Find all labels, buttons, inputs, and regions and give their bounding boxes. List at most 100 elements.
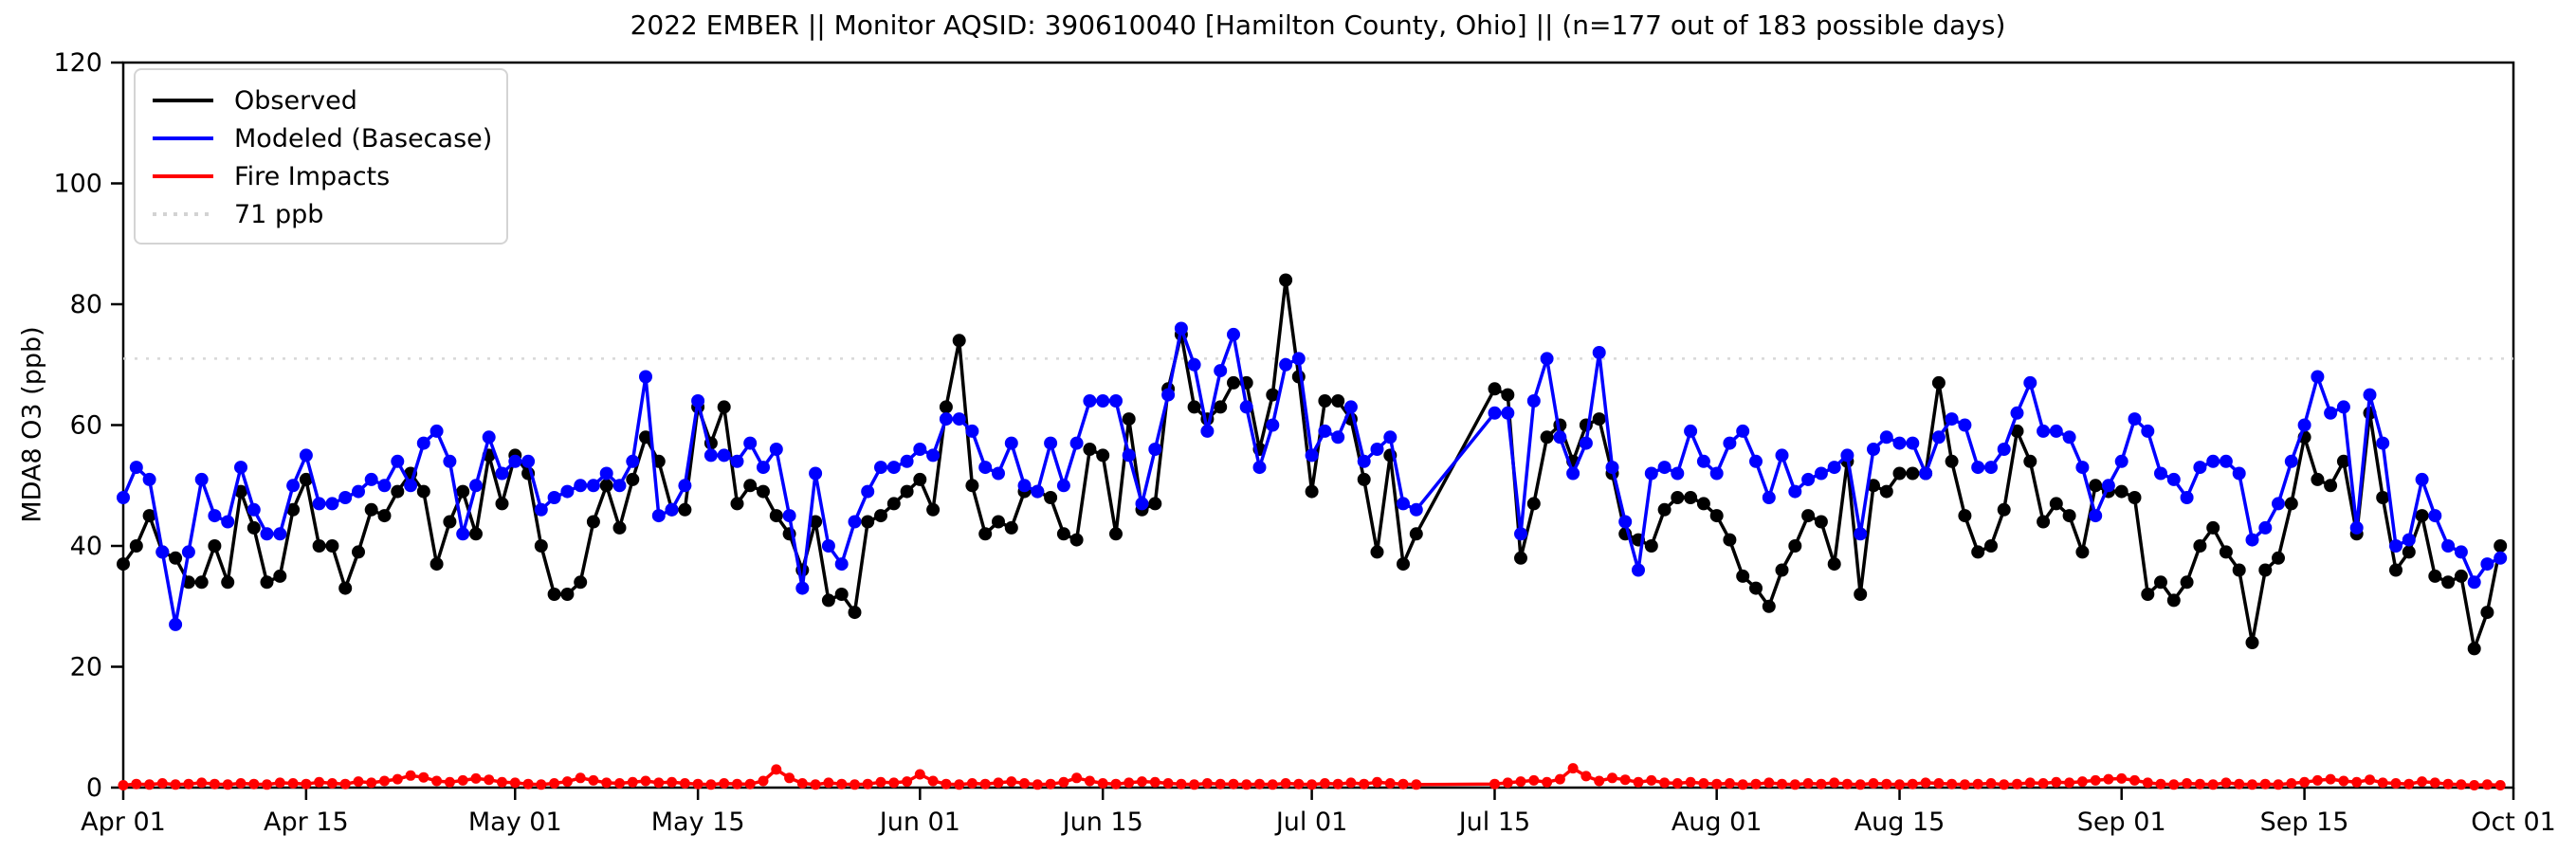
series-marker-fire-impacts [2311, 774, 2323, 786]
series-marker-modeled-basecase- [1122, 448, 1136, 463]
series-marker-modeled-basecase- [1749, 454, 1763, 468]
series-marker-fire-impacts [1332, 778, 1343, 789]
series-marker-observed [1331, 394, 1345, 408]
series-marker-modeled-basecase- [952, 412, 966, 426]
series-marker-modeled-basecase- [1214, 364, 1228, 378]
series-marker-fire-impacts [653, 777, 665, 789]
series-marker-modeled-basecase- [1931, 430, 1946, 445]
series-marker-fire-impacts [2286, 778, 2297, 789]
series-marker-observed [678, 502, 692, 517]
series-marker-observed [1723, 533, 1737, 547]
series-marker-observed [965, 479, 979, 493]
series-marker-observed [1122, 412, 1136, 426]
series-marker-fire-impacts [248, 778, 260, 789]
series-marker-fire-impacts [2076, 776, 2088, 788]
series-marker-fire-impacts [1633, 776, 1644, 788]
series-marker-observed [2389, 563, 2402, 577]
series-marker-observed [599, 479, 613, 493]
series-marker-modeled-basecase- [2206, 454, 2220, 468]
series-marker-observed [117, 557, 130, 572]
series-marker-observed [1814, 515, 1828, 529]
series-marker-fire-impacts [536, 779, 547, 790]
series-marker-observed [2245, 636, 2259, 649]
series-marker-observed [2128, 491, 2142, 504]
series-marker-fire-impacts [627, 776, 638, 788]
series-marker-modeled-basecase- [1331, 430, 1345, 445]
series-marker-fire-impacts [2129, 774, 2140, 786]
series-marker-modeled-basecase- [992, 466, 1005, 481]
series-marker-modeled-basecase- [2128, 412, 2142, 426]
series-marker-observed [1945, 454, 1959, 468]
series-marker-fire-impacts [1241, 779, 1252, 790]
series-marker-fire-impacts [2417, 776, 2428, 788]
legend-item-fire: Fire Impacts [153, 157, 489, 195]
series-marker-fire-impacts [392, 773, 403, 785]
series-marker-observed [757, 484, 770, 499]
series-marker-fire-impacts [954, 779, 965, 790]
series-marker-modeled-basecase- [1906, 436, 1920, 450]
series-marker-fire-impacts [2299, 776, 2311, 788]
series-marker-modeled-basecase- [2141, 424, 2155, 438]
series-marker-modeled-basecase- [1566, 466, 1580, 481]
series-marker-observed [2284, 497, 2298, 511]
y-tick-label: 120 [53, 48, 102, 78]
series-marker-modeled-basecase- [730, 454, 744, 468]
series-marker-fire-impacts [1137, 776, 1147, 788]
series-marker-observed [260, 575, 274, 590]
series-marker-fire-impacts [2259, 778, 2271, 789]
series-marker-observed [2232, 563, 2246, 577]
series-marker-modeled-basecase- [1997, 443, 2011, 456]
series-marker-modeled-basecase- [273, 527, 287, 541]
series-marker-fire-impacts [1685, 776, 1696, 788]
series-marker-modeled-basecase- [1397, 497, 1410, 511]
series-marker-observed [848, 606, 862, 620]
series-marker-fire-impacts [1384, 778, 1396, 789]
series-marker-modeled-basecase- [1083, 394, 1097, 408]
series-marker-modeled-basecase- [757, 461, 770, 475]
series-marker-fire-impacts [979, 778, 991, 789]
series-marker-fire-impacts [1215, 778, 1226, 789]
series-marker-modeled-basecase- [1696, 454, 1710, 468]
series-marker-fire-impacts [1594, 775, 1605, 787]
series-marker-fire-impacts [1959, 779, 1970, 790]
series-marker-modeled-basecase- [1266, 418, 1280, 432]
legend: Observed Modeled (Basecase) Fire Impacts… [134, 68, 508, 245]
series-marker-modeled-basecase- [1135, 497, 1149, 511]
series-marker-fire-impacts [993, 777, 1004, 789]
series-marker-modeled-basecase- [2363, 388, 2377, 402]
series-marker-modeled-basecase- [939, 412, 953, 426]
series-marker-observed [639, 430, 652, 445]
series-marker-observed [221, 575, 235, 590]
series-marker-modeled-basecase- [352, 484, 365, 499]
series-marker-fire-impacts [1750, 778, 1762, 789]
series-marker-modeled-basecase- [1017, 479, 1032, 493]
series-marker-fire-impacts [366, 777, 377, 789]
series-marker-observed [2258, 563, 2273, 577]
series-marker-modeled-basecase- [312, 497, 326, 511]
series-marker-modeled-basecase- [404, 479, 418, 493]
series-marker-observed [2154, 575, 2167, 590]
series-marker-modeled-basecase- [325, 497, 339, 511]
x-tick-label: Oct 01 [2471, 808, 2556, 837]
series-marker-fire-impacts [2234, 778, 2245, 789]
series-marker-fire-impacts [1920, 777, 1931, 789]
series-marker-fire-impacts [2024, 777, 2036, 789]
series-marker-fire-impacts [1411, 779, 1422, 790]
series-marker-modeled-basecase- [1357, 454, 1371, 468]
series-marker-fire-impacts [902, 776, 913, 788]
series-marker-fire-impacts [1502, 777, 1513, 789]
series-marker-fire-impacts [2051, 776, 2062, 788]
series-marker-modeled-basecase- [1605, 461, 1619, 475]
series-marker-modeled-basecase- [2037, 424, 2051, 438]
x-tick-label: Apr 01 [81, 808, 166, 837]
series-marker-modeled-basecase- [2297, 418, 2311, 432]
series-marker-observed [1266, 388, 1280, 402]
series-marker-observed [286, 502, 301, 517]
series-marker-modeled-basecase- [117, 491, 130, 504]
series-marker-fire-impacts [810, 779, 821, 790]
series-marker-modeled-basecase- [665, 502, 679, 517]
series-marker-modeled-basecase- [181, 545, 195, 559]
series-marker-modeled-basecase- [2467, 575, 2481, 590]
series-marker-observed [1906, 466, 1920, 481]
series-marker-modeled-basecase- [2219, 454, 2233, 468]
